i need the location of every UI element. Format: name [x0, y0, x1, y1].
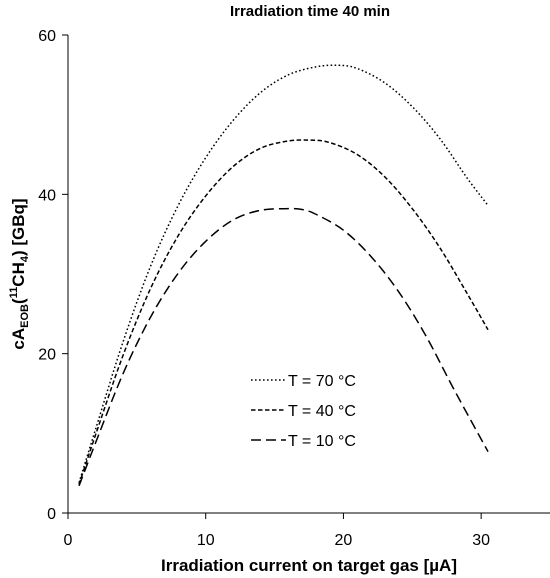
- y-axis-label-sub2: 4: [19, 255, 31, 262]
- y-tick-label: 60: [38, 28, 56, 45]
- legend-label: T = 10 °C: [288, 433, 356, 450]
- legend-label: T = 70 °C: [288, 373, 356, 390]
- y-axis-label-mid: CH: [9, 262, 28, 287]
- y-axis-label-paren: (: [9, 298, 28, 304]
- legend-label: T = 40 °C: [288, 403, 356, 420]
- x-tick-label: 30: [472, 532, 490, 549]
- legend: T = 70 °C T = 40 °C T = 10 °C: [251, 373, 356, 450]
- series-line: [78, 139, 489, 485]
- axis-ticks: 0 10 20 30 0 20 40 60: [38, 28, 490, 549]
- chart-title: Irradiation time 40 min: [230, 3, 390, 20]
- y-axis-label: cAEOB(11CH4) [GBq]: [8, 198, 31, 349]
- y-tick-label: 0: [47, 506, 56, 523]
- y-axis-label-sup: 11: [8, 287, 20, 299]
- x-tick-label: 0: [64, 532, 73, 549]
- y-axis-label-suffix: ) [GBq]: [9, 198, 28, 256]
- y-axis-label-prefix: cA: [9, 328, 28, 350]
- x-axis-label: Irradiation current on target gas [µA]: [161, 556, 457, 575]
- x-tick-label: 20: [335, 532, 353, 549]
- y-axis-label-sub1: EOB: [19, 304, 31, 328]
- series-group: [78, 64, 489, 487]
- x-tick-label: 10: [197, 532, 215, 549]
- series-line: [78, 207, 489, 487]
- y-tick-label: 20: [38, 347, 56, 364]
- plot-area: 0 10 20 30 0 20 40 60 T = 70 °C T = 40 °C T = 10 …: [38, 28, 550, 549]
- series-line: [78, 64, 489, 483]
- y-tick-label: 40: [38, 187, 56, 204]
